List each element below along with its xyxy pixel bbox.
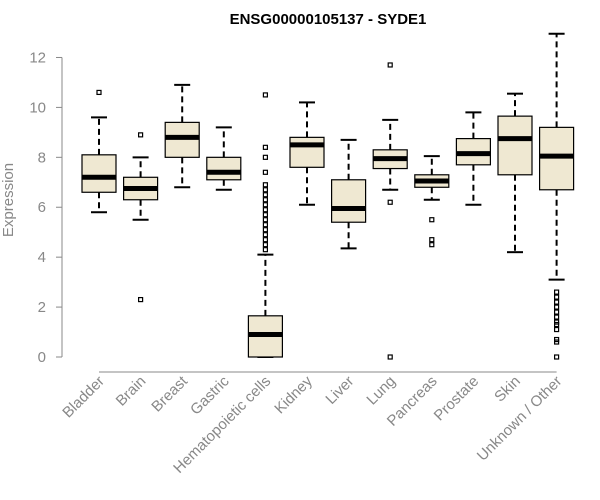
box: [331, 179, 367, 223]
box: [289, 136, 325, 168]
x-tick-label: Prostate: [431, 373, 483, 425]
outlier-point: [96, 89, 102, 96]
outlier-point: [262, 197, 268, 203]
x-tick-label: Kidney: [271, 372, 316, 417]
outlier-point: [553, 304, 560, 310]
outlier-point: [262, 232, 268, 238]
y-tick-label: 10: [29, 99, 46, 116]
x-tick-label: Lung: [363, 373, 399, 409]
outlier-point: [262, 187, 268, 193]
outlier-point: [429, 237, 435, 243]
outlier-point: [429, 242, 435, 248]
x-tick-label: Breast: [148, 372, 191, 415]
outlier-point: [553, 326, 560, 333]
outlier-point: [387, 354, 393, 360]
box-group: [414, 155, 450, 248]
box-group: [122, 132, 159, 303]
outlier-point: [553, 314, 560, 320]
outlier-point: [262, 237, 268, 243]
box: [81, 154, 117, 193]
outlier-point: [553, 321, 560, 328]
box-group: [538, 32, 575, 360]
outlier-point: [262, 222, 268, 228]
box-group: [164, 83, 200, 189]
outlier-point: [553, 289, 560, 295]
outlier-point: [262, 144, 268, 150]
y-tick-label: 2: [38, 299, 46, 316]
outlier-point: [387, 62, 393, 68]
y-tick-label: 12: [29, 49, 46, 66]
y-axis-label: Expression: [0, 163, 17, 237]
y-tick-label: 6: [38, 199, 46, 216]
axes: 0 2 4 6 8 10 12: [29, 49, 557, 373]
box-group: [372, 62, 408, 360]
box-group: [247, 92, 283, 358]
box-group: [497, 92, 533, 254]
boxes: [81, 32, 575, 360]
outlier-point: [262, 207, 268, 213]
y-tick-label: 8: [38, 149, 46, 166]
box-group: [289, 101, 325, 206]
y-tick-label: 4: [38, 249, 46, 266]
box: [497, 115, 533, 176]
box-group: [206, 126, 242, 191]
outlier-point: [262, 154, 268, 160]
outlier-point: [262, 217, 268, 223]
x-tick-label: Liver: [322, 373, 357, 408]
outlier-point: [553, 294, 560, 300]
outlier-point: [387, 199, 393, 205]
outlier-point: [262, 92, 268, 98]
outlier-point: [262, 169, 268, 175]
outlier-point: [553, 354, 560, 360]
outlier-point: [138, 132, 144, 138]
outlier-point: [262, 247, 268, 253]
box-group: [331, 138, 367, 250]
outlier-point: [553, 309, 560, 315]
outlier-point: [429, 217, 435, 223]
outlier-point: [553, 339, 560, 345]
x-tick-label: Brain: [113, 373, 150, 410]
box-group: [455, 111, 491, 206]
x-tick-label: Skin: [491, 373, 524, 406]
box: [206, 156, 242, 181]
outlier-point: [138, 296, 144, 303]
outlier-point: [553, 299, 560, 305]
outlier-point: [262, 202, 268, 208]
outlier-point: [262, 192, 268, 198]
y-tick-label: 0: [38, 349, 46, 366]
box-group: [81, 89, 117, 214]
outlier-point: [262, 227, 268, 233]
x-tick-label: Bladder: [59, 373, 108, 422]
chart-title: ENSG00000105137 - SYDE1: [230, 11, 427, 28]
outlier-point: [262, 182, 268, 188]
outlier-point: [262, 242, 268, 248]
outlier-point: [262, 212, 268, 218]
